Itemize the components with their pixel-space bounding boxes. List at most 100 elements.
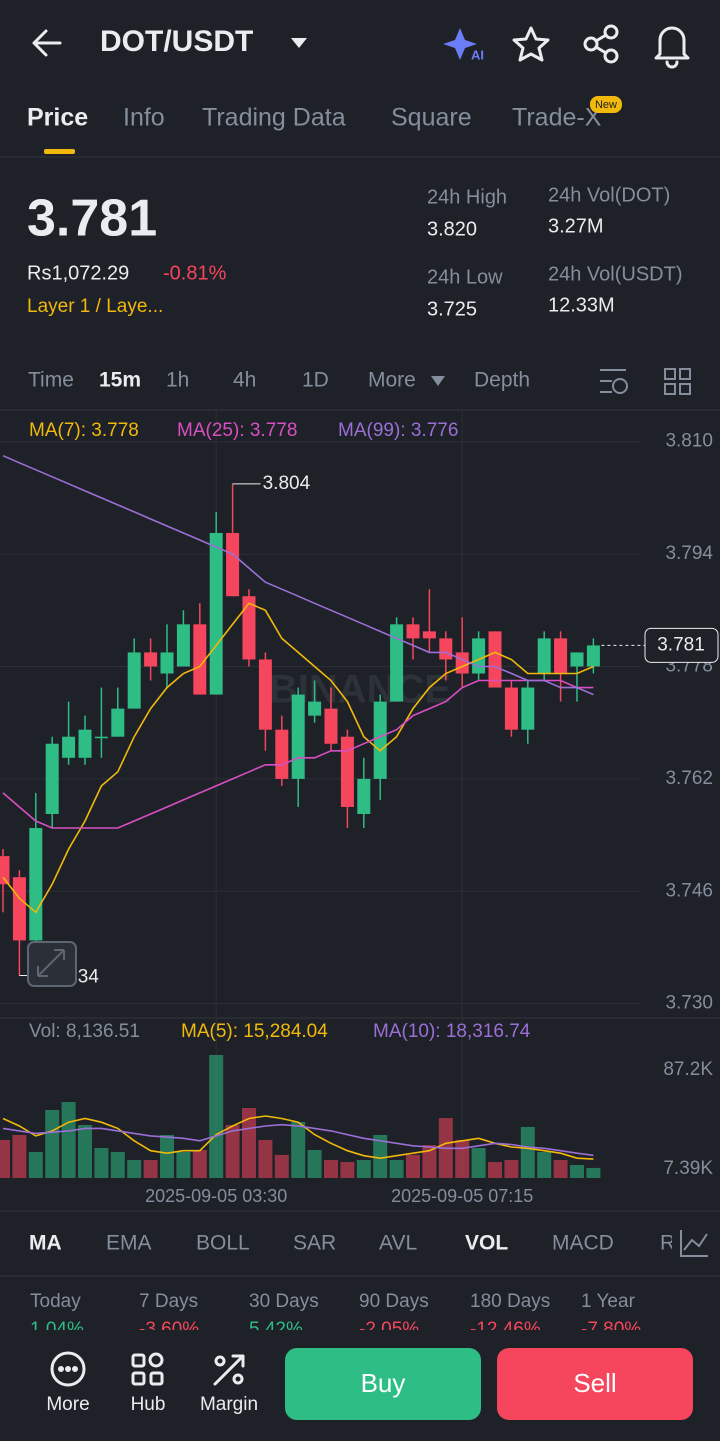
- sell-button[interactable]: [497, 1348, 693, 1420]
- tab[interactable]: Trading Data: [202, 104, 346, 132]
- candle-body: [193, 624, 207, 695]
- favorite-button[interactable]: [512, 26, 550, 62]
- ma-line: [2, 679, 594, 829]
- volume-bar: [143, 1160, 158, 1178]
- y-tick-label: 3.794: [665, 543, 713, 564]
- buy-label[interactable]: Buy: [361, 1368, 406, 1398]
- volume-ma-legend: MA(5): 15,284.04: [181, 1021, 328, 1042]
- buy-button[interactable]: [285, 1348, 481, 1420]
- settings-button[interactable]: [600, 369, 628, 394]
- x-tick-label: 2025-09-05 03:30: [145, 1186, 287, 1206]
- period-label: 90 Days: [359, 1291, 429, 1312]
- volume-bar: [12, 1135, 27, 1178]
- pair-dropdown[interactable]: [291, 38, 307, 48]
- candle-body: [373, 701, 387, 779]
- candle-body: [308, 701, 322, 716]
- volume-bar: [45, 1109, 60, 1178]
- alert-button[interactable]: [654, 26, 690, 69]
- stat-label: 24h Vol(USDT): [548, 263, 683, 285]
- period-change: 5.42%: [249, 1319, 303, 1340]
- fiat-price: Rs1,072.29: [27, 262, 129, 284]
- tab[interactable]: Square: [391, 104, 472, 132]
- indicator[interactable]: VOL: [465, 1232, 508, 1255]
- volume-bar: [537, 1151, 552, 1178]
- volume-bar: [520, 1126, 535, 1178]
- period-change: -2.05%: [359, 1319, 419, 1340]
- x-tick-label: 2025-09-05 07:15: [391, 1186, 533, 1206]
- period-change: -7.80%: [581, 1319, 641, 1340]
- tab[interactable]: Info: [123, 104, 165, 132]
- volume-ma-line: [2, 1123, 594, 1157]
- volume-ma-legend: MA(10): 18,316.74: [373, 1021, 531, 1042]
- interval[interactable]: 4h: [233, 369, 256, 392]
- candle-body: [78, 729, 92, 758]
- nav-label[interactable]: More: [46, 1394, 89, 1415]
- hub-icon[interactable]: [131, 1352, 164, 1386]
- volume-bar: [61, 1102, 76, 1178]
- volume-bar: [389, 1160, 404, 1178]
- interval[interactable]: Time: [28, 369, 74, 392]
- nav-label[interactable]: Hub: [131, 1394, 166, 1415]
- stat-label: 24h High: [427, 186, 507, 208]
- interval[interactable]: 1h: [166, 369, 189, 392]
- indicator[interactable]: AVL: [379, 1232, 417, 1255]
- fullscreen-button[interactable]: [27, 941, 77, 987]
- active-tab-indicator: [44, 149, 75, 154]
- volume-bar: [324, 1160, 338, 1178]
- pair-title[interactable]: DOT/USDT: [100, 25, 253, 58]
- period-change: -3.60%: [139, 1319, 199, 1340]
- indicator-settings[interactable]: [680, 1230, 708, 1257]
- tab[interactable]: Trade-X: [512, 104, 602, 132]
- candle-body: [570, 652, 584, 667]
- ma-legend: MA(7): 3.778: [29, 420, 139, 441]
- ma-line: [2, 602, 594, 914]
- candle-body: [472, 638, 486, 674]
- more-dropdown[interactable]: [431, 376, 445, 386]
- period-label: 1 Year: [581, 1291, 636, 1312]
- stat-label: 24h Low: [427, 266, 503, 288]
- candle-body: [537, 638, 551, 674]
- margin-icon[interactable]: [213, 1354, 245, 1386]
- indicator-bar: MA EMA BOLL SAR AVL VOL MACD R: [29, 1232, 675, 1255]
- volume-bar: [471, 1148, 486, 1178]
- indicator[interactable]: EMA: [106, 1232, 152, 1255]
- indicator[interactable]: MACD: [552, 1232, 614, 1255]
- candle-body: [554, 638, 568, 674]
- tab[interactable]: Price: [27, 104, 88, 132]
- candle-body: [160, 652, 174, 674]
- back-button[interactable]: [32, 29, 62, 57]
- volume-bar: [455, 1139, 470, 1178]
- candle-body: [0, 856, 10, 885]
- layout-button[interactable]: [664, 368, 691, 395]
- indicator[interactable]: BOLL: [196, 1232, 250, 1255]
- price-change: -0.81%: [163, 262, 227, 284]
- indicator[interactable]: R: [660, 1232, 675, 1255]
- volume-bar: [553, 1160, 568, 1178]
- indicator[interactable]: SAR: [293, 1232, 336, 1255]
- candle-body: [422, 631, 436, 639]
- sell-label[interactable]: Sell: [573, 1368, 616, 1398]
- candle-body: [504, 687, 518, 730]
- candle-body: [275, 729, 289, 779]
- volume-bar: [373, 1135, 388, 1178]
- ma-legend: MA(25): 3.778: [177, 420, 297, 441]
- interval[interactable]: 15m: [99, 369, 141, 392]
- last-price-label: 3.781: [657, 634, 705, 655]
- stat-label: 24h Vol(DOT): [548, 184, 670, 206]
- candle-body: [390, 624, 404, 702]
- more-icon[interactable]: [50, 1351, 86, 1387]
- volume-bar: [192, 1149, 207, 1178]
- interval[interactable]: Depth: [474, 369, 530, 392]
- interval[interactable]: 1D: [302, 369, 329, 392]
- share-button[interactable]: [583, 24, 619, 64]
- ai-button[interactable]: AI: [443, 28, 484, 62]
- interval[interactable]: More: [368, 369, 416, 392]
- candle-body: [242, 596, 256, 660]
- nav-label[interactable]: Margin: [200, 1394, 258, 1415]
- indicator[interactable]: MA: [29, 1232, 62, 1255]
- volume-bar: [291, 1121, 306, 1178]
- sector-tag[interactable]: Layer 1 / Laye...: [27, 296, 163, 317]
- volume-tick-label: 87.2K: [663, 1059, 713, 1080]
- ma-line: [2, 454, 594, 696]
